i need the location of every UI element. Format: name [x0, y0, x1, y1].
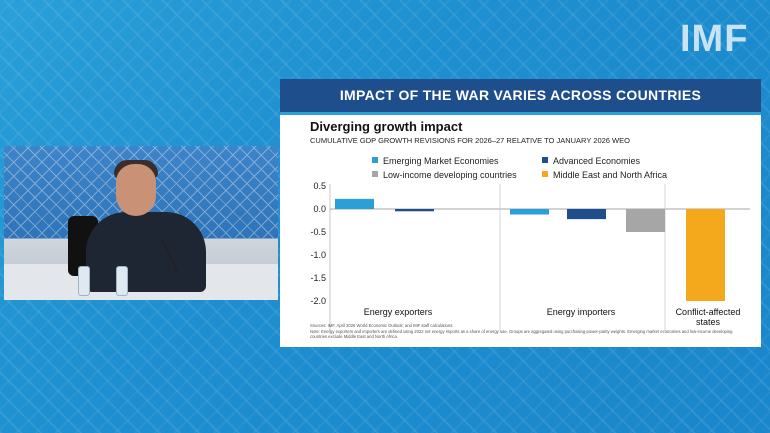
water-bottle — [78, 266, 90, 296]
chart-note: Note: Energy exporters and importers are… — [310, 328, 733, 340]
y-tick-label: 0.5 — [313, 181, 326, 191]
y-tick-label: -0.5 — [310, 227, 326, 237]
chart-sources: Sources: IMF, April 2026 World Economic … — [310, 323, 454, 328]
x-category-label: states — [696, 317, 721, 327]
x-category-label: Energy exporters — [364, 307, 433, 317]
bar — [626, 209, 665, 232]
speaker-head — [116, 164, 156, 216]
y-tick-label: 0.0 — [313, 204, 326, 214]
slide-header: IMPACT OF THE WAR VARIES ACROSS COUNTRIE… — [280, 79, 761, 115]
y-tick-label: -1.0 — [310, 250, 326, 260]
speaker-body — [86, 212, 206, 292]
bar — [335, 198, 374, 209]
bar — [567, 209, 606, 220]
y-tick-label: -2.0 — [310, 296, 326, 306]
bar — [395, 209, 434, 212]
water-bottle — [116, 266, 128, 296]
slide-header-title: IMPACT OF THE WAR VARIES ACROSS COUNTRIE… — [339, 87, 702, 103]
presentation-slide: IMPACT OF THE WAR VARIES ACROSS COUNTRIE… — [280, 79, 761, 347]
chart-notes: Sources: IMF, April 2026 World Economic … — [310, 323, 750, 340]
chart-title: Diverging growth impact — [310, 119, 463, 134]
bar-chart: 0.5 0.0 -0.5 -1.0 -1.5 -2.0 Energy exporters En… — [310, 181, 750, 331]
x-category-label: Conflict-affected — [676, 307, 741, 317]
bar — [686, 209, 725, 301]
x-category-label: Energy importers — [547, 307, 616, 317]
speaker-video — [4, 146, 278, 300]
y-tick-label: -1.5 — [310, 273, 326, 283]
bar — [510, 209, 549, 215]
imf-logo: IMF — [680, 18, 749, 60]
chart-subtitle: CUMULATIVE GDP GROWTH REVISIONS FOR 2026… — [310, 136, 630, 145]
